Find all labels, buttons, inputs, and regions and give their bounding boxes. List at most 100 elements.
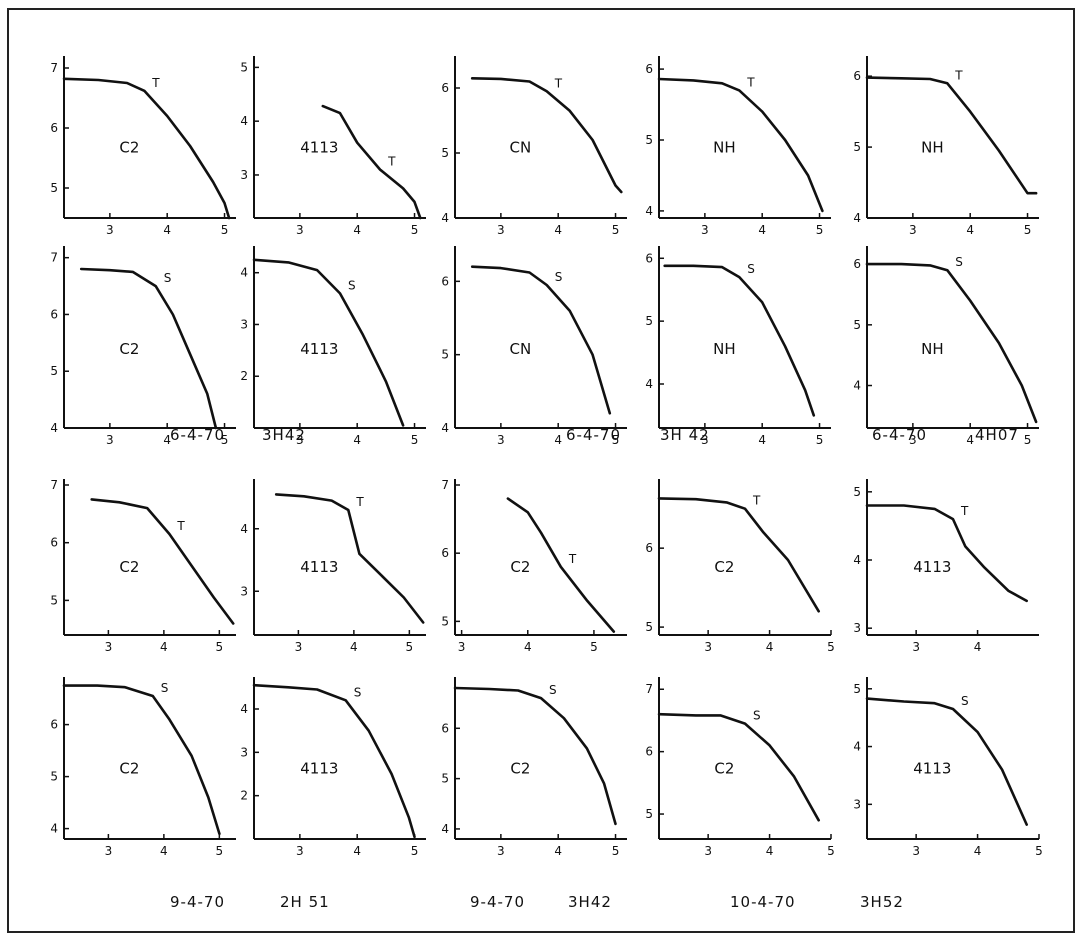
x-tick-label: 3 xyxy=(912,640,920,654)
y-tick-label: 4 xyxy=(645,377,653,391)
panel-11: 3 4 5 5 6 7 C2 T xyxy=(50,478,236,654)
caption-date-6: 10-4-70 xyxy=(730,893,796,911)
x-tick-label: 3 xyxy=(701,223,709,237)
y-tick-label: 4 xyxy=(240,702,248,716)
y-tick-label: 7 xyxy=(645,682,653,696)
figure-frame xyxy=(7,8,1075,933)
data-curve xyxy=(252,683,416,839)
y-tick-label: 4 xyxy=(240,114,248,128)
x-tick-label: 5 xyxy=(1035,844,1043,858)
y-tick-label: 2 xyxy=(240,789,248,803)
y-tick-label: 5 xyxy=(441,146,449,160)
caption-time-6: 3H52 xyxy=(860,893,904,911)
y-tick-label: 5 xyxy=(50,181,58,195)
x-tick-label: 5 xyxy=(612,433,620,447)
curve-label: T xyxy=(387,155,396,169)
curve-label: T xyxy=(176,519,185,533)
panel-10: 3 4 5 4 5 6 NH S xyxy=(853,246,1039,447)
data-curve xyxy=(865,697,1028,826)
x-tick-label: 5 xyxy=(216,844,224,858)
y-tick-label: 6 xyxy=(50,718,58,732)
y-tick-label: 4 xyxy=(50,421,58,435)
x-tick-label: 4 xyxy=(163,223,171,237)
x-tick-label: 3 xyxy=(105,640,113,654)
curve-label: S xyxy=(555,270,563,284)
panel-9: 3 4 5 4 5 6 NH S xyxy=(645,246,831,447)
x-tick-label: 4 xyxy=(554,433,562,447)
panel-3: 3 4 5 4 5 6 CN T xyxy=(441,56,627,237)
data-curve xyxy=(657,77,824,213)
x-tick-label: 3 xyxy=(704,640,712,654)
x-tick-label: 4 xyxy=(353,223,361,237)
x-tick-label: 3 xyxy=(106,433,114,447)
panel-12: 3 4 5 3 4 4113 T xyxy=(240,479,426,654)
y-tick-label: 4 xyxy=(240,266,248,280)
data-curve xyxy=(79,267,218,430)
x-tick-label: 3 xyxy=(497,844,505,858)
y-tick-label: 6 xyxy=(645,541,653,555)
x-tick-label: 4 xyxy=(353,844,361,858)
y-tick-label: 2 xyxy=(240,369,248,383)
y-tick-label: 6 xyxy=(853,257,861,271)
data-curve xyxy=(62,684,221,836)
panel-14: 3 4 5 5 6 C2 T xyxy=(645,479,835,654)
panel-13: 3 4 5 5 6 7 C2 T xyxy=(441,478,627,654)
panel-4: 3 4 5 4 5 6 NH T xyxy=(645,56,831,237)
curve-label: S xyxy=(164,271,172,285)
panel-6: 3 4 5 4 5 6 7 C2 S xyxy=(50,246,236,447)
x-tick-label: 3 xyxy=(912,844,920,858)
curve-label: S xyxy=(961,694,969,708)
y-tick-label: 4 xyxy=(441,211,449,225)
caption-date-3: 6-4-70 xyxy=(872,426,927,444)
panel-label: 4113 xyxy=(913,558,951,576)
x-tick-label: 5 xyxy=(590,640,598,654)
y-tick-label: 7 xyxy=(441,478,449,492)
x-tick-label: 5 xyxy=(612,844,620,858)
x-tick-label: 4 xyxy=(974,640,982,654)
panel-label: C2 xyxy=(714,558,734,576)
y-tick-label: 6 xyxy=(645,745,653,759)
y-tick-label: 5 xyxy=(645,807,653,821)
curve-label: S xyxy=(549,683,557,697)
data-curve xyxy=(865,262,1038,424)
x-tick-label: 4 xyxy=(163,433,171,447)
panel-20: 3 4 5 3 4 5 4113 S xyxy=(853,677,1043,858)
panel-label: NH xyxy=(713,340,736,358)
y-tick-label: 4 xyxy=(240,522,248,536)
curve-label: T xyxy=(568,552,577,566)
y-tick-label: 6 xyxy=(441,721,449,735)
x-tick-label: 3 xyxy=(296,223,304,237)
y-tick-label: 5 xyxy=(50,770,58,784)
x-tick-label: 5 xyxy=(827,844,835,858)
data-curve xyxy=(62,77,231,220)
y-tick-label: 6 xyxy=(50,121,58,135)
y-tick-label: 3 xyxy=(853,621,861,635)
y-tick-label: 3 xyxy=(240,168,248,182)
panel-label: 4113 xyxy=(300,759,338,777)
y-tick-label: 3 xyxy=(240,317,248,331)
x-tick-label: 5 xyxy=(221,223,229,237)
curve-label: T xyxy=(554,76,563,90)
y-tick-label: 5 xyxy=(441,772,449,786)
panel-label: 4113 xyxy=(300,340,338,358)
x-tick-label: 5 xyxy=(411,223,419,237)
x-tick-label: 5 xyxy=(221,433,229,447)
x-tick-label: 5 xyxy=(406,640,414,654)
x-tick-label: 3 xyxy=(458,640,466,654)
panel-label: C2 xyxy=(510,558,530,576)
panel-label: C2 xyxy=(510,759,530,777)
panel-label: C2 xyxy=(119,759,139,777)
curve-label: T xyxy=(151,76,160,90)
caption-time-1: 3H42 xyxy=(262,426,306,444)
curve-label: S xyxy=(747,262,755,276)
y-tick-label: 5 xyxy=(853,485,861,499)
x-tick-label: 5 xyxy=(411,433,419,447)
x-tick-label: 5 xyxy=(816,223,824,237)
panel-label: C2 xyxy=(714,759,734,777)
curve-label: T xyxy=(746,75,755,89)
x-tick-label: 5 xyxy=(216,640,224,654)
x-tick-label: 3 xyxy=(497,223,505,237)
panel-label: C2 xyxy=(119,138,139,156)
y-tick-label: 6 xyxy=(645,62,653,76)
panel-label: CN xyxy=(510,138,532,156)
